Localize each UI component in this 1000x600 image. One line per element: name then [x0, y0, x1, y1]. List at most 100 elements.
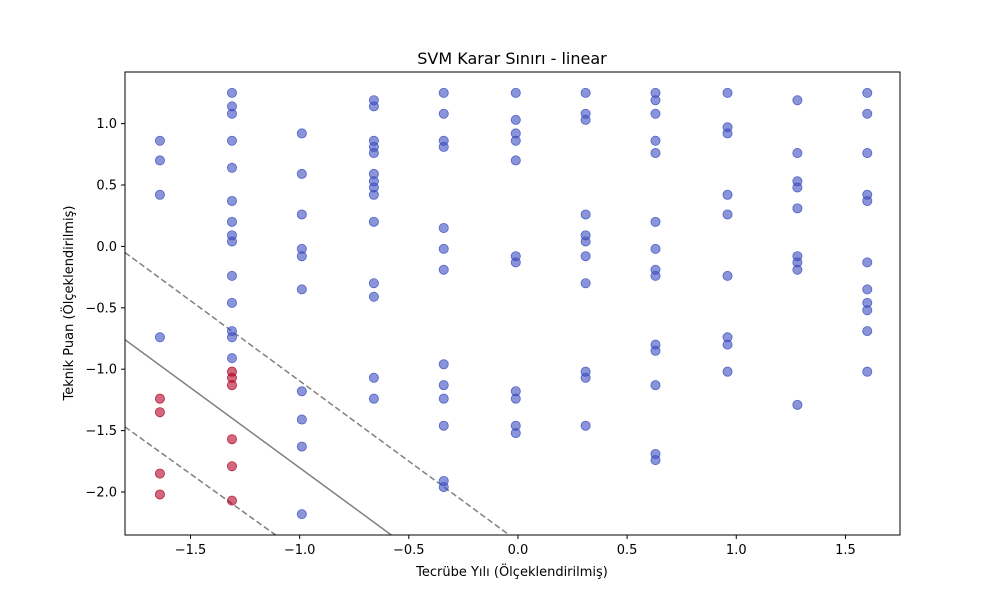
data-point-class_a [862, 87, 873, 98]
data-point-class_a [862, 108, 873, 119]
data-points [154, 87, 873, 520]
data-point-class_a [296, 509, 307, 520]
x-tick-label: 1.0 [726, 543, 747, 558]
data-point-class_a [226, 353, 237, 364]
data-point-class_a [296, 128, 307, 139]
data-point-class_a [296, 386, 307, 397]
data-point-class_a [226, 297, 237, 308]
margin-lower-line [125, 426, 277, 535]
data-point-class_a [722, 339, 733, 350]
data-point-class_a [154, 135, 165, 146]
data-point-class_a [368, 372, 379, 383]
data-point-class_a [650, 270, 661, 281]
data-point-class_a [650, 455, 661, 466]
data-point-class_a [650, 243, 661, 254]
data-point-class_a [650, 108, 661, 119]
data-point-class_a [296, 251, 307, 262]
data-point-class_a [438, 393, 449, 404]
data-point-class_a [510, 135, 521, 146]
decision-boundary-line [125, 339, 392, 535]
y-tick-label: 0.5 [96, 178, 117, 193]
data-point-class_a [862, 305, 873, 316]
data-point-class_a [792, 203, 803, 214]
data-point-class_a [438, 141, 449, 152]
y-tick-label: −0.5 [85, 301, 117, 316]
x-tick-label: 0.0 [508, 543, 529, 558]
data-point-class_a [862, 366, 873, 377]
data-point-class_a [154, 155, 165, 166]
data-point-class_a [580, 372, 591, 383]
data-point-class_a [510, 87, 521, 98]
data-point-class_a [368, 189, 379, 200]
data-point-class_a [862, 148, 873, 159]
data-point-class_a [226, 195, 237, 206]
data-point-class_a [438, 222, 449, 233]
data-point-class_a [438, 359, 449, 370]
boundary-lines [125, 251, 510, 535]
data-point-class_a [226, 270, 237, 281]
data-point-class_a [438, 108, 449, 119]
data-point-class_a [580, 278, 591, 289]
x-tick-label: −0.5 [393, 543, 425, 558]
data-point-class_a [862, 284, 873, 295]
x-axis: −1.5 −1.0 −0.5 0.0 0.5 1.0 1.5 [175, 535, 856, 558]
data-point-class_b [154, 393, 165, 404]
x-tick-label: −1.0 [284, 543, 316, 558]
data-point-class_a [650, 345, 661, 356]
data-point-class_b [226, 380, 237, 391]
data-point-class_a [862, 326, 873, 337]
data-point-class_a [580, 87, 591, 98]
y-tick-label: −2.0 [85, 486, 117, 501]
data-point-class_b [226, 495, 237, 506]
y-axis: −2.0 −1.5 −1.0 −0.5 0.0 0.5 1.0 [85, 117, 125, 501]
data-point-class_b [154, 407, 165, 418]
data-point-class_a [722, 270, 733, 281]
data-point-class_a [510, 155, 521, 166]
data-point-class_a [226, 332, 237, 343]
data-point-class_a [438, 420, 449, 431]
chart-title: SVM Karar Sınırı - linear [417, 49, 607, 68]
data-point-class_a [510, 114, 521, 125]
data-point-class_b [226, 434, 237, 445]
data-point-class_a [510, 257, 521, 268]
x-axis-label: Tecrübe Yılı (Ölçeklendirilmiş) [415, 563, 608, 580]
data-point-class_a [154, 332, 165, 343]
data-point-class_a [296, 209, 307, 220]
data-point-class_a [792, 399, 803, 410]
data-point-class_a [368, 278, 379, 289]
data-point-class_a [722, 189, 733, 200]
data-point-class_a [580, 114, 591, 125]
data-point-class_a [650, 148, 661, 159]
plot-frame [124, 71, 901, 536]
data-point-class_a [722, 366, 733, 377]
data-point-class_a [580, 420, 591, 431]
data-point-class_a [792, 264, 803, 275]
data-point-class_a [650, 135, 661, 146]
x-tick-label: 0.5 [617, 543, 638, 558]
data-point-class_a [296, 414, 307, 425]
data-point-class_a [368, 148, 379, 159]
data-point-class_a [154, 189, 165, 200]
data-point-class_a [226, 87, 237, 98]
data-point-class_a [650, 380, 661, 391]
y-axis-label: Teknik Puan (Ölçeklendirilmiş) [60, 206, 77, 402]
data-point-class_a [296, 168, 307, 179]
y-tick-label: 1.0 [96, 117, 117, 132]
data-point-class_a [862, 195, 873, 206]
data-point-class_a [792, 182, 803, 193]
data-point-class_a [226, 108, 237, 119]
data-point-class_a [792, 148, 803, 159]
y-tick-label: −1.5 [85, 424, 117, 439]
data-point-class_a [368, 393, 379, 404]
data-point-class_a [722, 128, 733, 139]
data-point-class_a [580, 209, 591, 220]
y-tick-label: 0.0 [96, 240, 117, 255]
data-point-class_a [862, 257, 873, 268]
data-point-class_a [226, 236, 237, 247]
data-point-class_a [226, 135, 237, 146]
data-point-class_b [154, 489, 165, 500]
y-tick-label: −1.0 [85, 363, 117, 378]
data-point-class_a [792, 95, 803, 106]
data-point-class_a [510, 428, 521, 439]
data-point-class_a [296, 284, 307, 295]
